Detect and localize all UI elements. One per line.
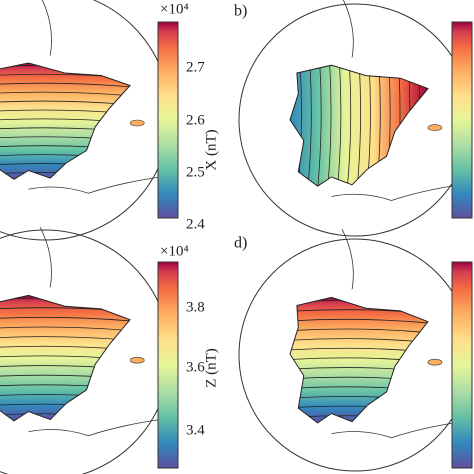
- colorbar: [157, 21, 179, 219]
- coastline: [28, 419, 159, 437]
- coastline: [331, 184, 462, 201]
- contour: [0, 326, 130, 331]
- coastline: [41, 0, 52, 56]
- coastline: [342, 0, 354, 58]
- contour: [317, 65, 322, 187]
- panel-label: d): [234, 235, 247, 252]
- coastline: [39, 227, 52, 288]
- contour: [356, 65, 361, 187]
- island: [427, 358, 443, 366]
- tick-label: 3.8: [186, 299, 205, 315]
- contour: [290, 328, 428, 333]
- land: [289, 64, 429, 187]
- contour: [307, 65, 312, 187]
- contour: [327, 65, 332, 187]
- tick-label: 3.4: [186, 422, 205, 438]
- contour: [346, 65, 352, 187]
- axis-label: Z (nT): [203, 348, 219, 388]
- tick-label: 2.4: [186, 216, 205, 232]
- colorbar: [451, 261, 473, 469]
- contour: [405, 65, 411, 187]
- contour: [336, 65, 342, 187]
- tick-label: 2.5: [186, 164, 205, 180]
- contour: [0, 316, 130, 322]
- tick-label: 2.6: [186, 112, 205, 128]
- axis-label: X (nT): [203, 129, 219, 170]
- land: [0, 62, 131, 180]
- colorbar: [157, 261, 179, 469]
- tick-label: 2.7: [186, 59, 205, 75]
- land: [289, 296, 429, 424]
- contour: [0, 100, 130, 106]
- island: [427, 124, 443, 131]
- coastline: [331, 421, 462, 439]
- contour: [0, 82, 130, 88]
- island: [129, 119, 145, 127]
- island: [129, 356, 145, 364]
- contour: [0, 336, 130, 341]
- exponent: ×10⁴: [160, 243, 189, 259]
- coastline: [28, 176, 159, 194]
- panel-label: b): [234, 3, 247, 20]
- coastline: [341, 229, 354, 290]
- tick-label: 3.6: [186, 359, 205, 375]
- exponent: ×10⁴: [160, 1, 189, 17]
- contour: [0, 91, 130, 97]
- land: [0, 294, 131, 422]
- colorbar: [451, 21, 473, 219]
- contour: [415, 65, 421, 187]
- contour: [290, 318, 428, 324]
